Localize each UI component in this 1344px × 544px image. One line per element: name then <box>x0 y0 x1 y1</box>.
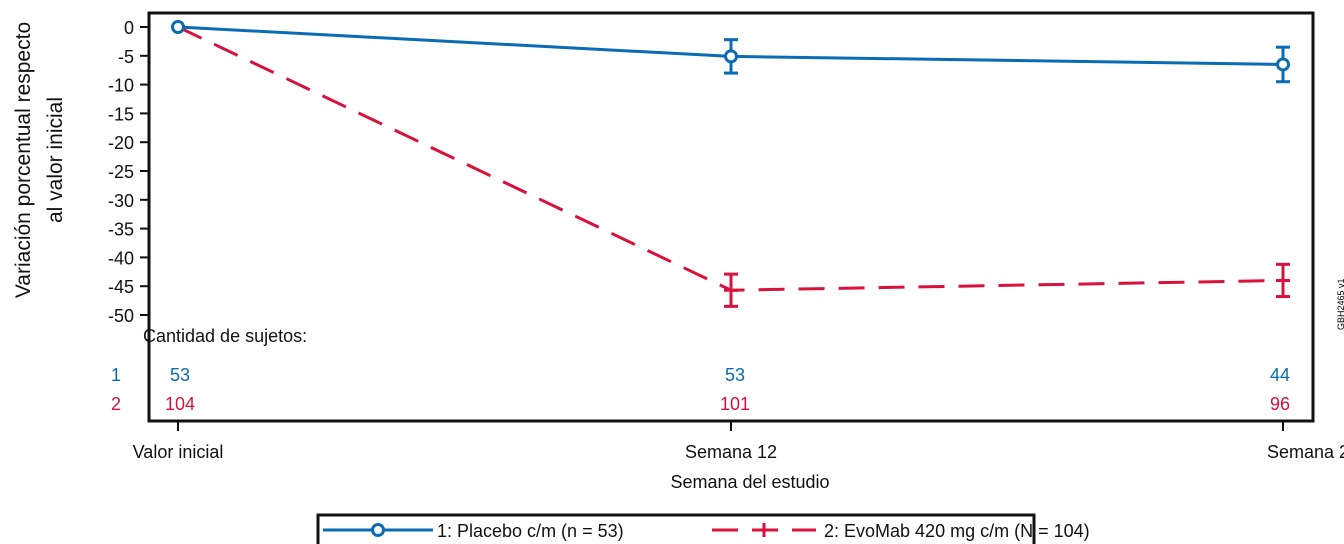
subjects-label: Cantidad de sujetos: <box>143 326 307 346</box>
y-axis: 0 -5 -10 -15 -20 -25 -30 -35 -40 -45 -50 <box>108 18 149 326</box>
subjects-row-id: 2 <box>111 394 121 414</box>
legend-box <box>316 513 1036 544</box>
data-point-2 <box>724 283 738 298</box>
y-tick-label: -50 <box>108 306 134 326</box>
subjects-count: 53 <box>170 365 190 385</box>
y-tick-label: -40 <box>108 248 134 268</box>
x-tick-label: Semana 24 <box>1267 442 1344 462</box>
y-tick-label: -45 <box>108 277 134 297</box>
subjects-count: 104 <box>165 394 195 414</box>
subjects-table: 1 53 53 44 2 104 101 96 <box>111 365 1290 414</box>
data-point-1 <box>171 20 185 34</box>
subjects-count: 53 <box>725 365 745 385</box>
series-layer <box>171 20 1290 308</box>
legend-label: 1: Placebo c/m (n = 53) <box>437 521 624 541</box>
y-tick-label: -30 <box>108 191 134 211</box>
y-axis-label: Variación porcentual respecto al valor in… <box>12 22 67 298</box>
legend: 1: Placebo c/m (n = 53) 2: EvoMab 420 mg … <box>316 513 1090 544</box>
subjects-count: 44 <box>1270 365 1290 385</box>
x-tick-label: Valor inicial <box>133 442 224 462</box>
y-tick-label: -10 <box>108 76 134 96</box>
data-point-1 <box>724 49 738 64</box>
legend-swatch-marker <box>371 523 385 537</box>
x-axis: Valor inicial Semana 12 Semana 24 <box>133 421 1344 462</box>
y-tick-label: 0 <box>124 18 134 38</box>
legend-label: 2: EvoMab 420 mg c/m (N = 104) <box>824 521 1090 541</box>
y-tick-label: -35 <box>108 220 134 240</box>
y-axis-label-line: Variación porcentual respecto <box>12 22 35 298</box>
subjects-count: 101 <box>720 394 750 414</box>
data-point-1 <box>1276 57 1290 72</box>
legend-swatch-marker <box>757 523 771 537</box>
y-tick-label: -20 <box>108 133 134 153</box>
watermark: GBH2465 v1 <box>1336 278 1344 330</box>
subjects-count: 96 <box>1270 394 1290 414</box>
y-tick-label: -15 <box>108 104 134 124</box>
subjects-row-id: 1 <box>111 365 121 385</box>
x-axis-label: Semana del estudio <box>670 472 829 492</box>
y-tick-label: -5 <box>118 47 134 67</box>
x-tick-label: Semana 12 <box>685 442 777 462</box>
y-axis-label-line: al valor inicial <box>44 97 67 223</box>
data-point-2 <box>1276 273 1290 288</box>
y-tick-label: -25 <box>108 162 134 182</box>
